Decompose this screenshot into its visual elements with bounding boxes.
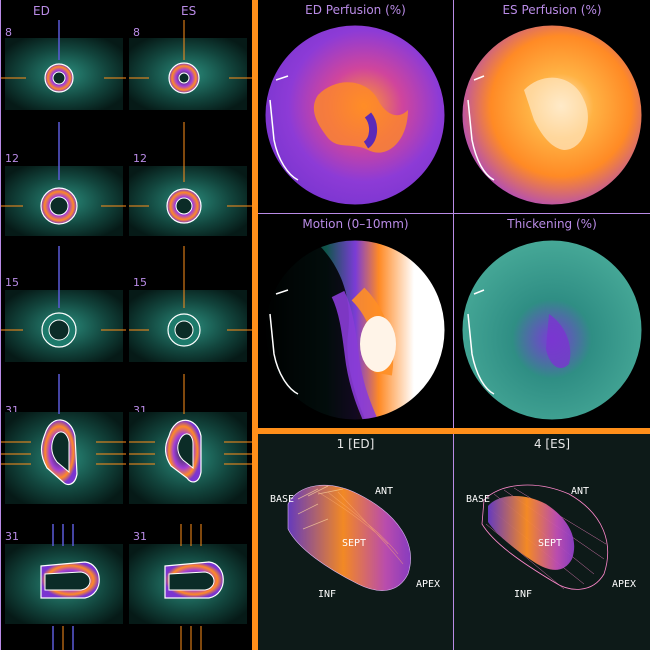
slice-number-ed: 12 <box>5 152 19 165</box>
slice-image-es <box>129 20 252 110</box>
polar-map-motion: Motion (0–10mm) <box>258 214 453 428</box>
slice-image-es <box>129 246 252 362</box>
polar-grid-vline <box>453 0 454 428</box>
polar-map-image <box>264 24 446 206</box>
label-sept: SEPT <box>538 538 562 549</box>
slice-image-ed <box>1 122 126 236</box>
polar-map-ed-perfusion: ED Perfusion (%) <box>258 0 453 213</box>
polar-map-title: ED Perfusion (%) <box>305 3 406 17</box>
slice-image-ed <box>5 524 123 650</box>
polar-grid-hline <box>258 213 650 214</box>
polar-map-title: ES Perfusion (%) <box>502 3 602 17</box>
label-base: BASE <box>466 494 490 505</box>
slice-number-ed: 15 <box>5 276 19 289</box>
slice-row: 12 12 <box>1 122 252 242</box>
heart-surface-image: BASE ANT SEPT INF APEX <box>466 484 636 600</box>
slice-row: 15 15 <box>1 246 252 370</box>
slice-number-ed: 8 <box>5 26 12 39</box>
label-base: BASE <box>270 494 294 505</box>
slice-number-es: 15 <box>133 276 147 289</box>
col-label-ed: ED <box>33 4 50 18</box>
surface-view-title: 4 [ES] <box>533 437 570 451</box>
slice-image-ed <box>1 246 126 362</box>
polar-map-image <box>461 239 643 421</box>
polar-map-title: Motion (0–10mm) <box>302 217 409 231</box>
left-frame <box>0 0 1 650</box>
polar-map-thickening: Thickening (%) <box>454 214 650 428</box>
surface-grid-vline <box>453 434 454 650</box>
slice-panel: ED ES 8 8 12 12 <box>1 0 252 650</box>
surface-view-title: 1 [ED] <box>336 437 375 451</box>
slice-row: 31 31 <box>1 518 252 650</box>
label-ant: ANT <box>571 486 589 497</box>
slice-image-ed <box>1 374 126 504</box>
heart-surface-image: BASE ANT SEPT INF APEX <box>270 484 440 600</box>
slice-number-ed: 31 <box>5 530 19 543</box>
label-apex: APEX <box>416 579 440 590</box>
slice-row: 8 8 <box>1 20 252 120</box>
polar-map-title: Thickening (%) <box>507 217 597 231</box>
slice-image-es <box>129 524 247 650</box>
surface-view-ed: 1 [ED] BASE ANT SEPT INF APEX <box>258 434 453 650</box>
label-inf: INF <box>514 589 532 600</box>
slice-number-es: 8 <box>133 26 140 39</box>
slice-row: 31 31 <box>1 374 252 514</box>
polar-map-image <box>264 239 446 421</box>
slice-image-es <box>129 374 252 504</box>
surface-view-es: 4 [ES] BASE ANT SEPT INF APEX <box>454 434 650 650</box>
polar-map-es-perfusion: ES Perfusion (%) <box>454 0 650 213</box>
label-apex: APEX <box>612 579 636 590</box>
label-ant: ANT <box>375 486 393 497</box>
polar-map-image <box>461 24 643 206</box>
label-sept: SEPT <box>342 538 366 549</box>
slice-number-es: 31 <box>133 530 147 543</box>
right-horizontal-divider <box>258 428 650 434</box>
main-vertical-divider <box>252 0 258 650</box>
slice-image-ed <box>1 20 126 110</box>
col-label-es: ES <box>181 4 197 18</box>
slice-image-es <box>129 122 252 236</box>
label-inf: INF <box>318 589 336 600</box>
slice-number-es: 12 <box>133 152 147 165</box>
